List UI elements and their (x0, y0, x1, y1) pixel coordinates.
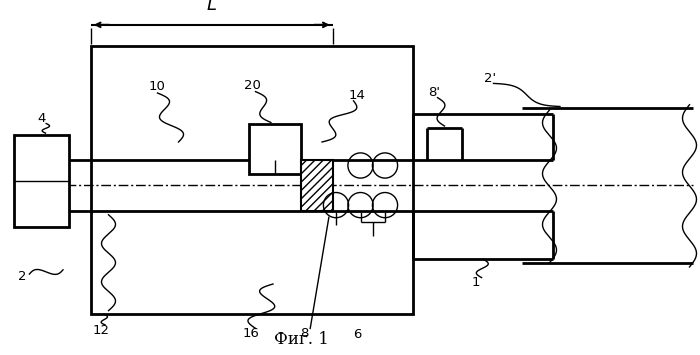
Text: 8': 8' (428, 86, 440, 99)
Text: 16: 16 (242, 327, 259, 340)
Text: 20: 20 (244, 80, 260, 92)
Bar (91, 46, 413, 314)
Text: 2: 2 (18, 271, 27, 283)
Bar (248, 124, 301, 174)
Text: 1: 1 (472, 276, 480, 289)
Text: 6: 6 (353, 328, 361, 341)
Text: 8: 8 (300, 327, 309, 340)
Text: 12: 12 (93, 324, 110, 337)
Text: L: L (206, 0, 217, 14)
Text: 2': 2' (484, 72, 496, 84)
Text: Фиг. 1: Фиг. 1 (274, 331, 328, 348)
Bar (301, 160, 332, 211)
Bar (14, 135, 69, 227)
Text: 4: 4 (38, 113, 46, 125)
Text: 14: 14 (349, 89, 365, 102)
Text: 10: 10 (149, 81, 166, 93)
